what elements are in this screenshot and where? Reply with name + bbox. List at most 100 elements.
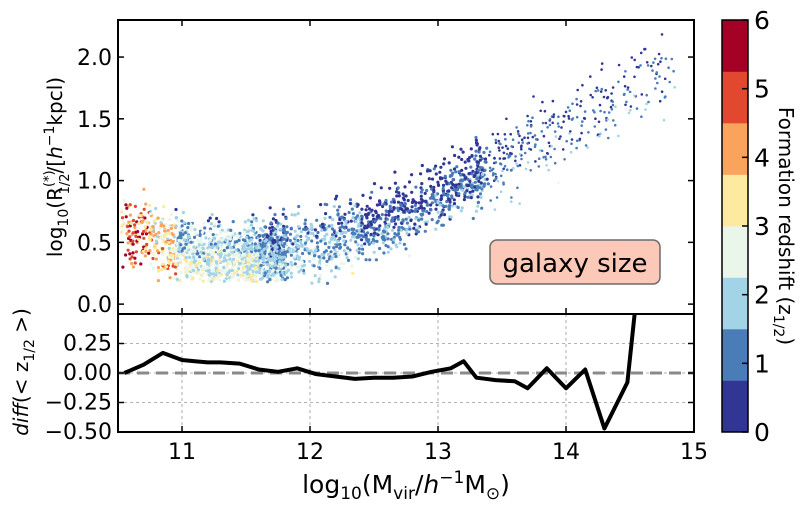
- scatter-point: [606, 95, 610, 99]
- scatter-point: [395, 194, 399, 198]
- scatter-point: [448, 204, 452, 208]
- scatter-point: [529, 169, 532, 172]
- scatter-point: [337, 205, 341, 209]
- scatter-point: [384, 213, 388, 217]
- scatter-point: [202, 242, 206, 246]
- scatter-point: [350, 207, 354, 211]
- scatter-point: [363, 213, 368, 217]
- scatter-point: [646, 64, 650, 67]
- bottom-y-tick-label: −0.50: [45, 420, 112, 445]
- scatter-point: [337, 251, 341, 255]
- scatter-point: [584, 144, 588, 147]
- scatter-point: [602, 95, 606, 99]
- scatter-point: [346, 246, 350, 250]
- scatter-point: [228, 261, 232, 266]
- scatter-point: [470, 154, 474, 158]
- scatter-point: [275, 235, 279, 239]
- scatter-point: [434, 164, 438, 168]
- scatter-point: [289, 226, 293, 230]
- scatter-point: [446, 193, 450, 197]
- scatter-point: [405, 207, 409, 211]
- scatter-point: [345, 256, 349, 260]
- scatter-point: [366, 224, 370, 228]
- scatter-point: [520, 144, 523, 147]
- scatter-point: [367, 207, 372, 211]
- scatter-point: [385, 217, 389, 221]
- scatter-point: [326, 252, 331, 257]
- scatter-point: [482, 182, 486, 186]
- scatter-point: [510, 196, 513, 199]
- scatter-point: [566, 106, 570, 109]
- scatter-point: [494, 141, 498, 144]
- scatter-point: [342, 262, 346, 266]
- scatter-point: [283, 250, 287, 254]
- scatter-point: [470, 172, 474, 176]
- scatter-point: [305, 247, 309, 251]
- scatter-point: [380, 232, 384, 236]
- scatter-point: [430, 218, 434, 222]
- scatter-point: [501, 146, 504, 149]
- scatter-point: [360, 217, 364, 221]
- scatter-point: [349, 219, 353, 223]
- colorbar-cells: [722, 20, 748, 433]
- scatter-point: [439, 177, 443, 181]
- scatter-point: [419, 212, 423, 216]
- scatter-point: [440, 210, 444, 214]
- scatter-point: [200, 230, 204, 234]
- scatter-point: [325, 259, 329, 263]
- scatter-point: [538, 149, 542, 152]
- scatter-point: [398, 237, 402, 241]
- scatter-point: [285, 245, 289, 249]
- scatter-point: [356, 257, 360, 261]
- scatter-point: [286, 268, 291, 272]
- scatter-point: [375, 239, 379, 243]
- colorbar: 0 1 2 3 4 5 6 Formation redshift (z1/2): [721, 6, 798, 447]
- scatter-point: [627, 111, 631, 115]
- scatter-point: [266, 280, 270, 284]
- scatter-point: [174, 272, 178, 276]
- scatter-point: [599, 90, 603, 93]
- scatter-point: [222, 265, 226, 269]
- scatter-point: [350, 264, 354, 268]
- scatter-point: [396, 200, 401, 204]
- scatter-point: [332, 204, 336, 209]
- scatter-point: [319, 203, 323, 207]
- scatter-point: [189, 240, 193, 244]
- scatter-point: [198, 255, 202, 259]
- scatter-point: [624, 103, 627, 107]
- scatter-point: [313, 274, 317, 278]
- scatter-point: [331, 235, 336, 239]
- scatter-point: [515, 126, 518, 129]
- scatter-point: [197, 243, 201, 247]
- scatter-point: [553, 130, 557, 133]
- scatter-point: [209, 222, 213, 226]
- scatter-point: [440, 194, 444, 198]
- scatter-point: [283, 235, 287, 239]
- scatter-point: [133, 261, 137, 265]
- scatter-point: [509, 169, 513, 172]
- scatter-point: [141, 249, 145, 253]
- scatter-point: [330, 223, 334, 227]
- scatter-point: [156, 279, 160, 283]
- scatter-point: [257, 268, 261, 272]
- scatter-point: [517, 132, 520, 136]
- colorbar-cell: [722, 226, 748, 278]
- scatter-point: [460, 168, 464, 172]
- scatter-point: [208, 248, 212, 252]
- scatter-point: [591, 96, 594, 99]
- scatter-point: [526, 114, 529, 118]
- scatter-point: [167, 246, 171, 250]
- scatter-point: [447, 189, 451, 193]
- scatter-point: [254, 245, 258, 249]
- scatter-point: [667, 66, 670, 69]
- scatter-point: [293, 213, 297, 217]
- scatter-point: [178, 227, 182, 231]
- scatter-point: [160, 268, 164, 272]
- scatter-point: [387, 222, 391, 226]
- scatter-point: [217, 220, 221, 224]
- scatter-point: [250, 257, 254, 261]
- scatter-point: [397, 225, 401, 230]
- scatter-point: [581, 120, 584, 123]
- scatter-point: [273, 279, 277, 283]
- scatter-point: [293, 239, 297, 244]
